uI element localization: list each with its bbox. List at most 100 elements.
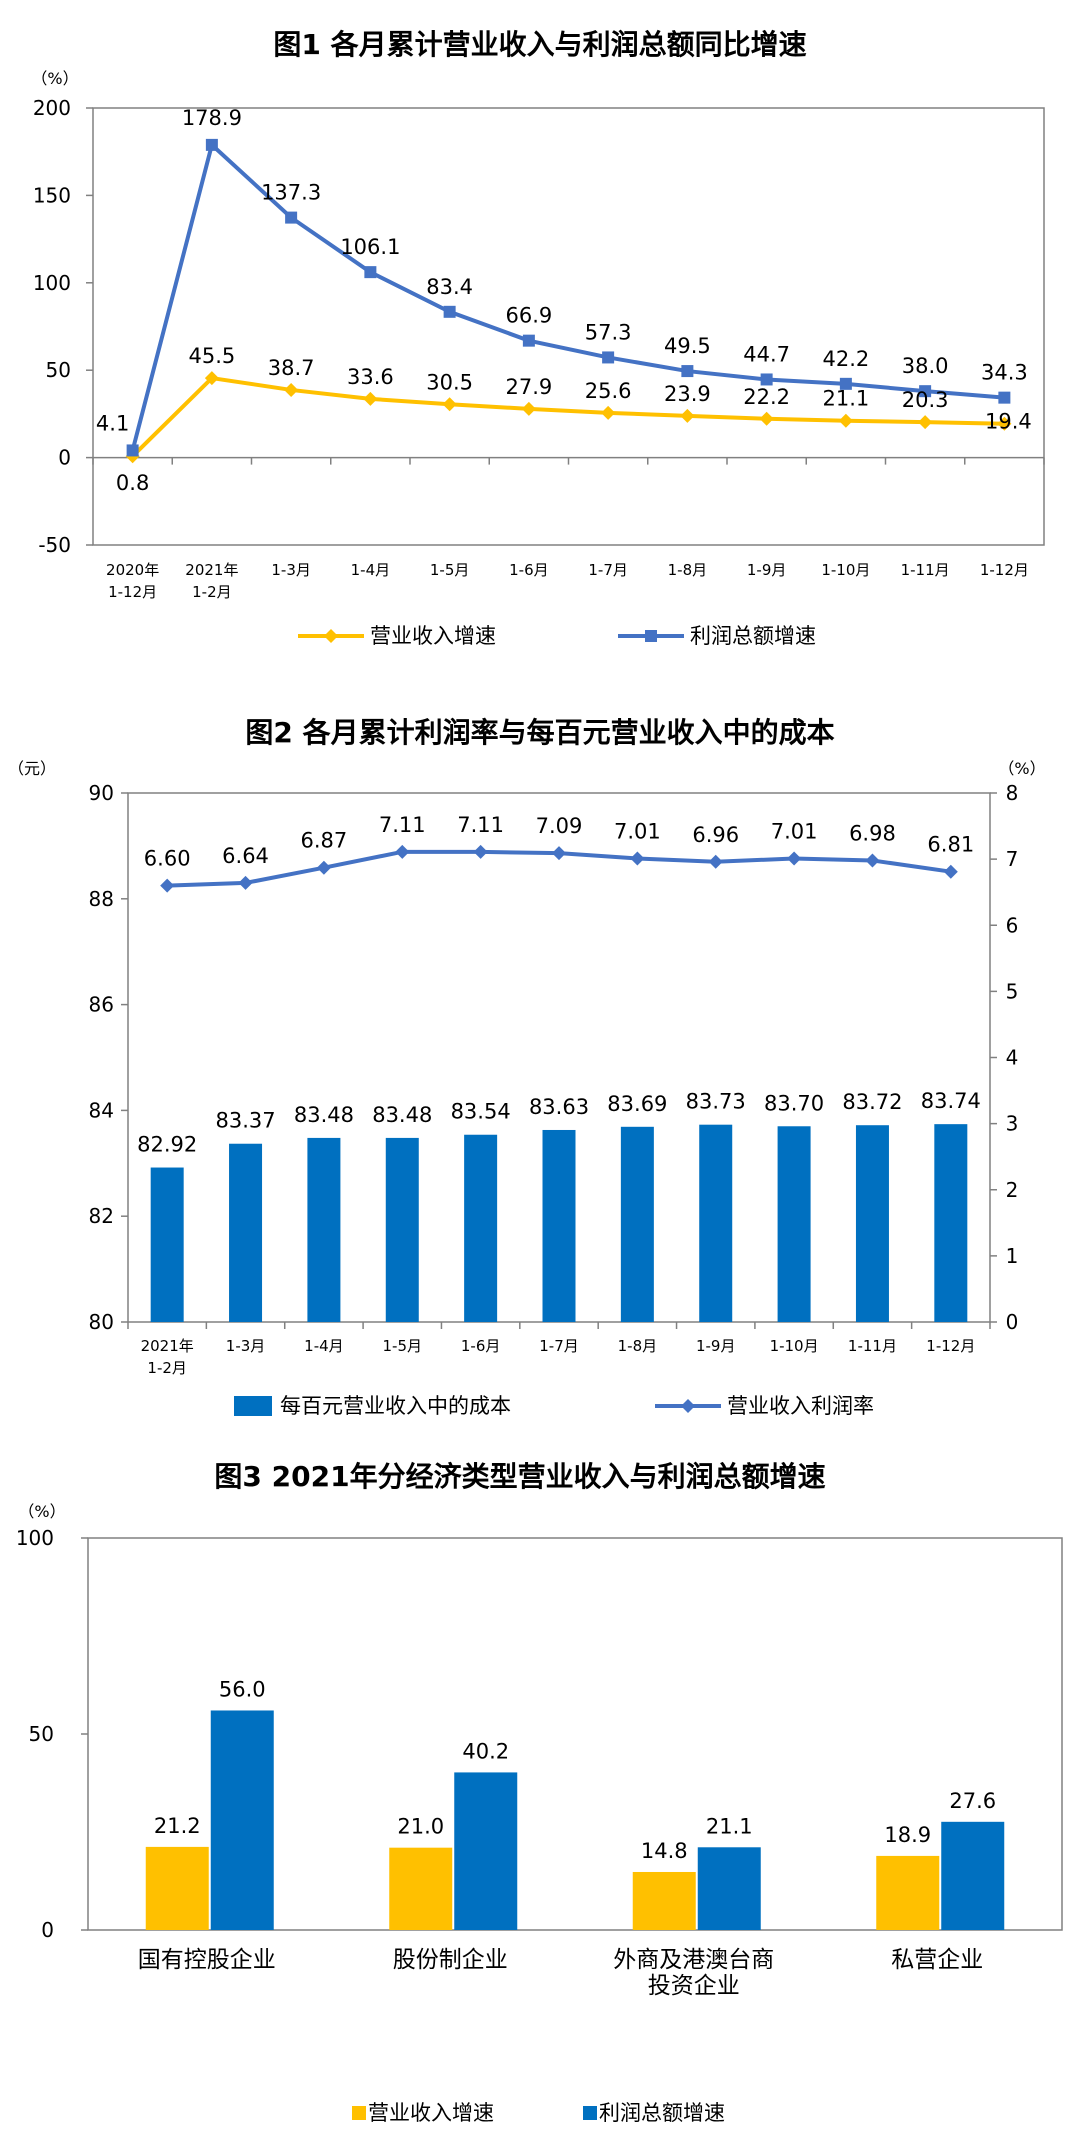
x-tick-label: 1-7月 — [539, 1337, 579, 1355]
bar-cost-per-100-yuan — [855, 1125, 889, 1322]
x-tick-label: 2021年 — [185, 561, 238, 579]
legend-label-profit: 利润总额增速 — [690, 624, 816, 648]
bar-profit-growth — [697, 1847, 761, 1930]
data-label-profit-margin: 7.01 — [614, 819, 661, 843]
data-point-profit — [998, 391, 1011, 404]
data-label-profit: 66.9 — [505, 304, 552, 328]
data-label-cost: 83.48 — [294, 1103, 354, 1127]
legend-marker-revenue — [324, 629, 338, 643]
x-category-label: 股份制企业 — [393, 1947, 508, 1973]
y-tick-label: 0 — [58, 446, 71, 470]
bar-cost-per-100-yuan — [150, 1167, 184, 1322]
x-tick-label: 1-5月 — [430, 561, 470, 579]
y-tick-label: -50 — [38, 533, 71, 557]
y-tick-label: 0 — [41, 1918, 54, 1942]
data-label-cost: 83.73 — [686, 1090, 746, 1114]
data-point-profit — [126, 444, 139, 457]
x-tick-label: 1-8月 — [668, 561, 708, 579]
y-axis-unit-right: （%） — [998, 759, 1045, 778]
bar-cost-per-100-yuan — [934, 1124, 968, 1322]
x-category-label: 投资企业 — [648, 1973, 740, 1999]
x-category-label: 外商及港澳台商 — [613, 1947, 774, 1973]
data-label-cost: 83.54 — [451, 1100, 511, 1124]
data-point-profit-margin — [865, 853, 880, 868]
data-label-profit: 4.1 — [96, 411, 129, 435]
data-label-revenue: 14.8 — [641, 1839, 688, 1863]
data-point-revenue — [759, 411, 774, 426]
bar-cost-per-100-yuan — [777, 1126, 811, 1322]
data-point-profit-margin — [943, 864, 958, 879]
y-tick-label: 50 — [46, 358, 71, 382]
data-label-profit-margin: 7.11 — [379, 813, 426, 837]
data-label-revenue: 23.9 — [664, 382, 711, 406]
x-tick-label: 1-6月 — [461, 1337, 501, 1355]
y-tick-label-right: 2 — [1006, 1178, 1019, 1202]
series-line-revenue — [131, 375, 1005, 458]
x-tick-label: 1-9月 — [747, 561, 787, 579]
y-tick-label-left: 82 — [89, 1204, 114, 1228]
x-tick-label: 1-4月 — [351, 561, 391, 579]
data-label-revenue: 0.8 — [116, 471, 149, 495]
data-label-profit: 21.1 — [706, 1814, 753, 1838]
x-tick-label: 1-11月 — [901, 561, 950, 579]
data-point-revenue — [838, 413, 853, 428]
data-label-cost: 83.37 — [215, 1109, 275, 1133]
data-point-profit-margin — [708, 854, 723, 869]
x-category-label: 国有控股企业 — [138, 1947, 276, 1973]
y-tick-label-right: 7 — [1006, 847, 1019, 871]
data-label-revenue: 18.9 — [884, 1823, 931, 1847]
data-point-profit — [919, 385, 932, 398]
x-tick-label: 1-2月 — [192, 583, 232, 601]
series-line-profit — [130, 141, 1005, 451]
x-tick-label: 1-3月 — [226, 1337, 266, 1355]
data-point-profit-margin — [395, 844, 410, 859]
plot-area-border — [92, 107, 1045, 546]
legend-label-revenue: 营业收入增速 — [368, 2101, 494, 2125]
x-tick-label: 1-11月 — [848, 1337, 897, 1355]
bar-revenue-growth — [876, 1855, 940, 1930]
bar-revenue-growth — [145, 1846, 209, 1930]
data-point-profit — [760, 373, 773, 386]
data-label-cost: 82.92 — [137, 1133, 197, 1157]
data-label-profit: 137.3 — [261, 181, 321, 205]
x-tick-label: 1-12月 — [108, 583, 157, 601]
bar-revenue-growth — [632, 1871, 696, 1930]
data-label-revenue: 21.1 — [822, 387, 869, 411]
data-label-revenue: 45.5 — [188, 344, 235, 368]
legend-label-profit: 利润总额增速 — [599, 2101, 725, 2125]
data-label-profit: 56.0 — [219, 1677, 266, 1701]
x-tick-label: 1-7月 — [588, 561, 628, 579]
data-label-revenue: 21.0 — [397, 1815, 444, 1839]
chart-title: 图3 2021年分经济类型营业收入与利润总额增速 — [214, 1460, 825, 1493]
data-label-profit: 40.2 — [462, 1739, 509, 1763]
data-label-revenue: 38.7 — [268, 356, 315, 380]
data-point-profit — [839, 377, 852, 390]
legend-marker-profit-margin — [681, 1399, 695, 1413]
x-tick-label: 1-3月 — [271, 561, 311, 579]
data-label-cost: 83.70 — [764, 1091, 824, 1115]
y-tick-label-right: 5 — [1006, 979, 1019, 1003]
data-point-profit-margin — [630, 851, 645, 866]
data-label-profit: 57.3 — [585, 320, 632, 344]
bar-cost-per-100-yuan — [620, 1126, 654, 1322]
bar-cost-per-100-yuan — [699, 1124, 733, 1322]
data-label-revenue: 33.6 — [347, 365, 394, 389]
chart-title: 图1 各月累计营业收入与利润总额同比增速 — [273, 28, 806, 61]
data-label-revenue: 30.5 — [426, 370, 473, 394]
y-axis-unit: （%） — [18, 1502, 65, 1521]
x-tick-label: 2020年 — [106, 561, 159, 579]
bar-revenue-growth — [389, 1847, 453, 1930]
data-label-cost: 83.69 — [607, 1092, 667, 1116]
data-point-revenue — [442, 397, 457, 412]
chart-profit-margin-cost: 图2 各月累计利润率与每百元营业收入中的成本（元） （%）908886848280… — [8, 716, 1046, 1418]
y-tick-label: 100 — [16, 1526, 54, 1550]
legend-label-cost: 每百元营业收入中的成本 — [280, 1394, 511, 1418]
x-tick-label: 1-8月 — [618, 1337, 658, 1355]
y-axis-unit: （%） — [31, 69, 78, 88]
x-tick-label: 1-6月 — [509, 561, 549, 579]
x-tick-label: 1-12月 — [980, 561, 1029, 579]
data-label-profit: 34.3 — [981, 361, 1028, 385]
data-label-cost: 83.63 — [529, 1095, 589, 1119]
data-label-profit-margin: 6.98 — [849, 821, 896, 845]
bar-profit-growth — [210, 1710, 274, 1930]
